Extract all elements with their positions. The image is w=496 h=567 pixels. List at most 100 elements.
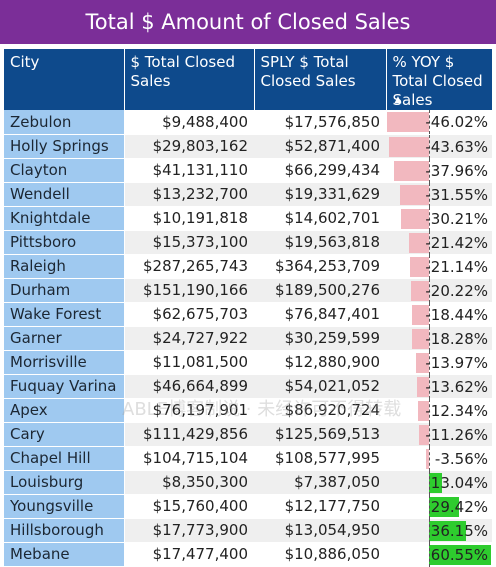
- cell-sply-closed-sales: $54,021,052: [254, 374, 386, 399]
- table-row[interactable]: Garner $24,727,922 $30,259,599 -18.28%: [4, 326, 492, 351]
- cell-city: Apex: [4, 398, 125, 423]
- cell-yoy-percent: 60.55%: [386, 542, 492, 567]
- cell-sply-closed-sales: $52,871,400: [254, 134, 386, 159]
- cell-sply-closed-sales: $125,569,513: [254, 422, 386, 447]
- yoy-axis-line: [429, 422, 430, 447]
- cell-total-closed-sales: $287,265,743: [124, 254, 254, 279]
- yoy-value: 60.55%: [430, 545, 488, 564]
- table-row[interactable]: Knightdale $10,191,818 $14,602,701 -30.21%: [4, 206, 492, 231]
- cell-city: Garner: [4, 326, 125, 351]
- table-row[interactable]: Zebulon $9,488,400 $17,576,850 -46.02%: [4, 110, 492, 135]
- cell-sply-closed-sales: $189,500,276: [254, 278, 386, 303]
- cell-yoy-percent: -3.56%: [386, 446, 492, 471]
- yoy-axis-line: [429, 350, 430, 375]
- yoy-data-bar: [409, 256, 429, 277]
- column-header-city-label: City: [10, 53, 40, 71]
- cell-total-closed-sales: $10,191,818: [124, 206, 254, 231]
- table-row[interactable]: Durham $151,190,166 $189,500,276 -20.22%: [4, 278, 492, 303]
- table-row[interactable]: Raleigh $287,265,743 $364,253,709 -21.14%: [4, 254, 492, 279]
- column-header-sply-label: SPLY $ Total Closed Sales: [260, 53, 356, 90]
- table-row[interactable]: Holly Springs $29,803,162 $52,871,400 -43.6…: [4, 134, 492, 159]
- yoy-data-bar: [410, 280, 429, 301]
- table-row[interactable]: Hillsborough $17,773,900 $13,054,950 36.15%: [4, 518, 492, 543]
- cell-sply-closed-sales: $19,563,818: [254, 230, 386, 255]
- table-row[interactable]: Cary $111,429,856 $125,569,513 -11.26%: [4, 422, 492, 447]
- yoy-data-bar: [417, 400, 429, 421]
- yoy-value: -18.44%: [425, 305, 488, 324]
- yoy-axis-line: [429, 470, 430, 495]
- cell-yoy-percent: -43.63%: [386, 134, 492, 159]
- yoy-axis-line: [429, 158, 430, 183]
- table-row[interactable]: Chapel Hill $104,715,104 $108,577,995 -3.56…: [4, 446, 492, 471]
- header-row: City $ Total Closed Sales SPLY $ Total C…: [4, 49, 492, 110]
- cell-sply-closed-sales: $86,920,724: [254, 398, 386, 423]
- yoy-axis-line: [429, 494, 430, 519]
- cell-total-closed-sales: $46,664,899: [124, 374, 254, 399]
- cell-city: Clayton: [4, 158, 125, 183]
- yoy-data-bar: [412, 304, 429, 325]
- yoy-axis-line: [429, 110, 430, 134]
- cell-total-closed-sales: $29,803,162: [124, 134, 254, 159]
- cell-total-closed-sales: $15,373,100: [124, 230, 254, 255]
- column-header-city[interactable]: City: [4, 49, 125, 110]
- yoy-axis-line: [429, 134, 430, 159]
- cell-total-closed-sales: $11,081,500: [124, 350, 254, 375]
- yoy-axis-line: [429, 230, 430, 255]
- cell-sply-closed-sales: $30,259,599: [254, 326, 386, 351]
- cell-yoy-percent: -30.21%: [386, 206, 492, 231]
- column-header-total-label: $ Total Closed Sales: [130, 53, 236, 90]
- cell-total-closed-sales: $15,760,400: [124, 494, 254, 519]
- cell-total-closed-sales: $9,488,400: [124, 110, 254, 135]
- cell-yoy-percent: -18.44%: [386, 302, 492, 327]
- table-row[interactable]: Mebane $17,477,400 $10,886,050 60.55%: [4, 542, 492, 567]
- cell-sply-closed-sales: $13,054,950: [254, 518, 386, 543]
- cell-sply-closed-sales: $12,880,900: [254, 350, 386, 375]
- cell-total-closed-sales: $62,675,703: [124, 302, 254, 327]
- cell-sply-closed-sales: $108,577,995: [254, 446, 386, 471]
- table-row[interactable]: Youngsville $15,760,400 $12,177,750 29.42%: [4, 494, 492, 519]
- cell-yoy-percent: -21.42%: [386, 230, 492, 255]
- table-row[interactable]: Clayton $41,131,110 $66,299,434 -37.96%: [4, 158, 492, 183]
- cell-yoy-percent: -18.28%: [386, 326, 492, 351]
- yoy-value: -13.62%: [425, 377, 488, 396]
- yoy-axis-line: [429, 302, 430, 327]
- matrix-table-container: City $ Total Closed Sales SPLY $ Total C…: [4, 49, 492, 567]
- yoy-data-bar: [429, 472, 443, 493]
- table-row[interactable]: Wendell $13,232,700 $19,331,629 -31.55%: [4, 182, 492, 207]
- yoy-value: -46.02%: [425, 113, 488, 131]
- cell-sply-closed-sales: $10,886,050: [254, 542, 386, 567]
- table-row[interactable]: Louisburg $8,350,300 $7,387,050 13.04%: [4, 470, 492, 495]
- table-row[interactable]: Wake Forest $62,675,703 $76,847,401 -18.44%: [4, 302, 492, 327]
- cell-sply-closed-sales: $17,576,850: [254, 110, 386, 135]
- table-row[interactable]: Morrisville $11,081,500 $12,880,900 -13.97%: [4, 350, 492, 375]
- yoy-value: -43.63%: [425, 137, 488, 156]
- cell-yoy-percent: 36.15%: [386, 518, 492, 543]
- yoy-axis-line: [429, 254, 430, 279]
- column-header-sply[interactable]: SPLY $ Total Closed Sales: [254, 49, 387, 110]
- yoy-value: 13.04%: [430, 473, 488, 492]
- cell-city: Morrisville: [4, 350, 125, 375]
- table-row[interactable]: Fuquay Varina $46,664,899 $54,021,052 -13.6…: [4, 374, 492, 399]
- cell-yoy-percent: 29.42%: [386, 494, 492, 519]
- yoy-axis-line: [429, 446, 430, 471]
- yoy-data-bar: [409, 232, 429, 253]
- cell-yoy-percent: -13.97%: [386, 350, 492, 375]
- cell-total-closed-sales: $13,232,700: [124, 182, 254, 207]
- yoy-data-bar: [389, 136, 429, 157]
- cell-yoy-percent: -11.26%: [386, 422, 492, 447]
- visual-title-text: Total $ Amount of Closed Sales: [85, 10, 411, 34]
- cell-city: Youngsville: [4, 494, 125, 519]
- cell-city: Holly Springs: [4, 134, 125, 159]
- column-header-yoy[interactable]: % YOY $ Total Closed Sales ▲: [386, 49, 492, 110]
- cell-yoy-percent: -31.55%: [386, 182, 492, 207]
- table-row[interactable]: Pittsboro $15,373,100 $19,563,818 -21.42%: [4, 230, 492, 255]
- yoy-axis-line: [429, 374, 430, 399]
- cell-sply-closed-sales: $19,331,629: [254, 182, 386, 207]
- yoy-axis-line: [429, 518, 430, 543]
- table-row[interactable]: Apex $76,197,901 $86,920,724 -12.34%: [4, 398, 492, 423]
- cell-total-closed-sales: $17,773,900: [124, 518, 254, 543]
- cell-city: Mebane: [4, 542, 125, 567]
- cell-city: Wake Forest: [4, 302, 125, 327]
- cell-city: Hillsborough: [4, 518, 125, 543]
- column-header-total[interactable]: $ Total Closed Sales: [124, 49, 255, 110]
